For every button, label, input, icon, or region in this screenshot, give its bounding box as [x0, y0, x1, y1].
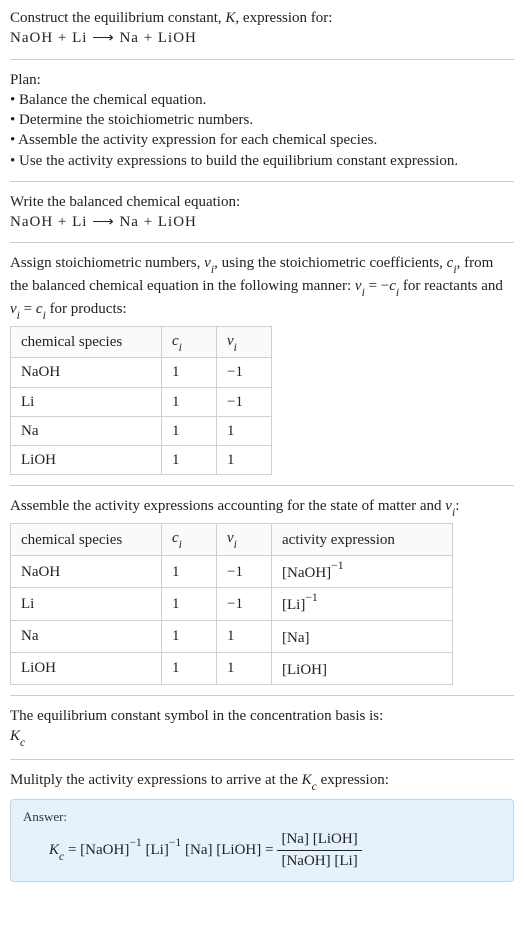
- activity-expr: [NaOH]−1: [272, 556, 453, 588]
- rule: [10, 759, 514, 760]
- table-row: Li1−1: [11, 387, 272, 416]
- assign-text: Assign stoichiometric numbers,: [10, 255, 204, 271]
- nu-sub: i: [362, 286, 365, 299]
- rule: [10, 181, 514, 182]
- assign-text: = −: [365, 278, 389, 294]
- prompt-K: K: [225, 10, 235, 26]
- nu-sub: i: [17, 309, 20, 322]
- assign-text: , using the stoichiometric coefficients,: [214, 255, 447, 271]
- K-symbol: K: [302, 772, 312, 788]
- answer-box: Answer: Kc = [NaOH]−1 [Li]−1 [Na] [LiOH]…: [10, 799, 514, 882]
- th-v: νi: [217, 524, 272, 556]
- rule: [10, 242, 514, 243]
- rule: [10, 695, 514, 696]
- activity-expr: [LiOH]: [272, 652, 453, 684]
- c-sub: i: [396, 286, 399, 299]
- eqconst-section: The equilibrium constant symbol in the c…: [10, 706, 514, 749]
- nu-symbol: ν: [10, 301, 17, 317]
- table-row: LiOH11 [LiOH]: [11, 652, 453, 684]
- rule: [10, 485, 514, 486]
- table-header-row: chemical species ci νi activity expressi…: [11, 524, 453, 556]
- fraction-numerator: [Na] [LiOH]: [277, 829, 361, 849]
- th-activity: activity expression: [272, 524, 453, 556]
- c-sub: i: [453, 263, 456, 276]
- th-c: ci: [162, 326, 217, 358]
- table-header-row: chemical species ci νi: [11, 326, 272, 358]
- prompt: Construct the equilibrium constant, K, e…: [10, 8, 514, 49]
- eqconst-text: The equilibrium constant symbol in the c…: [10, 706, 514, 726]
- assemble-text: Assemble the activity expressions accoun…: [10, 498, 445, 514]
- assign-text: for products:: [46, 301, 127, 317]
- multiply-section: Mulitply the activity expressions to arr…: [10, 770, 514, 793]
- prompt-text-b: , expression for:: [235, 10, 332, 26]
- plan-item: • Balance the chemical equation.: [10, 90, 514, 110]
- th-v: νi: [217, 326, 272, 358]
- plan-title: Plan:: [10, 70, 514, 90]
- prompt-text-a: Construct the equilibrium constant,: [10, 10, 225, 26]
- K-sub: c: [312, 780, 317, 793]
- table-row: LiOH11: [11, 446, 272, 475]
- table-row: NaOH1−1 [NaOH]−1: [11, 556, 453, 588]
- assign-section: Assign stoichiometric numbers, νi, using…: [10, 253, 514, 475]
- assign-text: =: [20, 301, 36, 317]
- fraction-denominator: [NaOH] [Li]: [277, 850, 361, 871]
- plan-item: • Use the activity expressions to build …: [10, 151, 514, 171]
- rule: [10, 59, 514, 60]
- assemble-section: Assemble the activity expressions accoun…: [10, 496, 514, 685]
- multiply-text: expression:: [317, 772, 389, 788]
- balanced-label: Write the balanced chemical equation:: [10, 192, 514, 212]
- table-row: Na11: [11, 416, 272, 445]
- stoich-table: chemical species ci νi NaOH1−1 Li1−1 Na1…: [10, 326, 272, 476]
- activity-table: chemical species ci νi activity expressi…: [10, 523, 453, 685]
- answer-expression: Kc = [NaOH]−1 [Li]−1 [Na] [LiOH] = [Na] …: [23, 829, 501, 871]
- plan-item: • Assemble the activity expression for e…: [10, 130, 514, 150]
- table-row: Na11 [Na]: [11, 620, 453, 652]
- c-symbol: c: [389, 278, 396, 294]
- multiply-text: Mulitply the activity expressions to arr…: [10, 772, 302, 788]
- th-c: ci: [162, 524, 217, 556]
- plan-section: Plan: • Balance the chemical equation. •…: [10, 70, 514, 171]
- nu-symbol: ν: [355, 278, 362, 294]
- th-species: chemical species: [11, 326, 162, 358]
- table-row: NaOH1−1: [11, 358, 272, 387]
- balanced-equation: NaOH + Li ⟶ Na + LiOH: [10, 212, 514, 232]
- prompt-equation: NaOH + Li ⟶ Na + LiOH: [10, 30, 197, 46]
- nu-sub: i: [211, 263, 214, 276]
- nu-symbol: ν: [445, 498, 452, 514]
- answer-label: Answer:: [23, 808, 501, 826]
- assign-text: for reactants and: [399, 278, 503, 294]
- table-row: Li1−1 [Li]−1: [11, 588, 453, 620]
- fraction: [Na] [LiOH] [NaOH] [Li]: [277, 829, 361, 871]
- balanced-section: Write the balanced chemical equation: Na…: [10, 192, 514, 233]
- plan-item: • Determine the stoichiometric numbers.: [10, 110, 514, 130]
- nu-sub: i: [452, 506, 455, 519]
- c-symbol: c: [36, 301, 43, 317]
- c-sub: i: [43, 309, 46, 322]
- activity-expr: [Na]: [272, 620, 453, 652]
- eqconst-symbol: Kc: [10, 726, 514, 749]
- assemble-text: :: [455, 498, 459, 514]
- th-species: chemical species: [11, 524, 162, 556]
- activity-expr: [Li]−1: [272, 588, 453, 620]
- nu-symbol: ν: [204, 255, 211, 271]
